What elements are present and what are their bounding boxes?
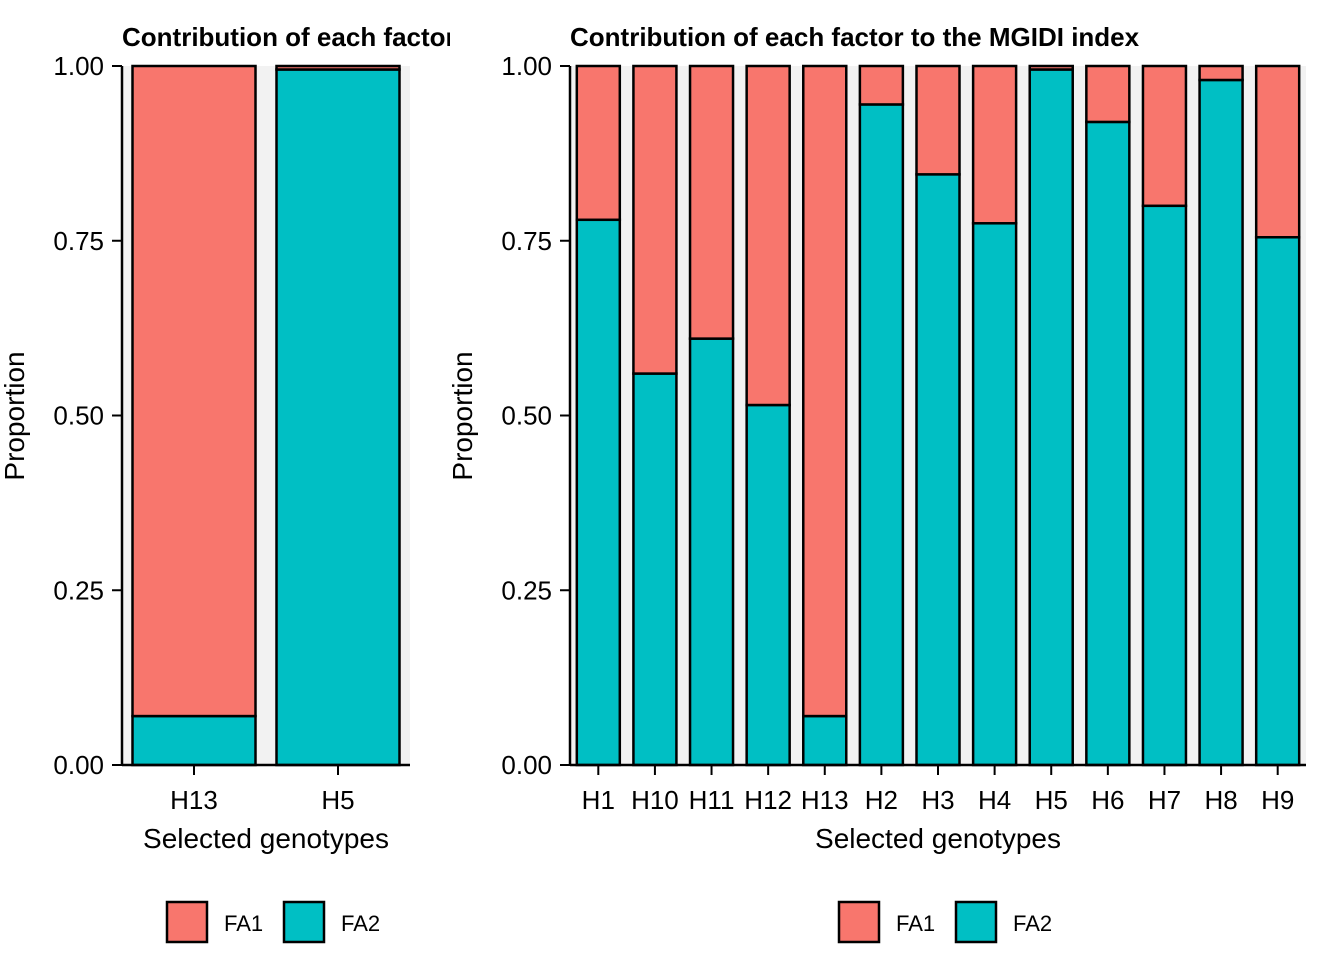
- y-tick-label: 0.50: [501, 401, 552, 431]
- x-tick-label-h7: H7: [1148, 785, 1181, 815]
- legend-fa2-label: FA2: [1013, 911, 1052, 936]
- bar-h7-fa1: [1141, 64, 1188, 208]
- bar-h5-fa1: [275, 64, 401, 71]
- bar-h2-fa2: [858, 103, 905, 767]
- x-tick-label-h8: H8: [1204, 785, 1237, 815]
- x-tick-label-h3: H3: [921, 785, 954, 815]
- y-tick-label: 0.25: [53, 575, 104, 605]
- x-tick-label-h9: H9: [1261, 785, 1294, 815]
- bar-h8-fa2: [1198, 78, 1244, 767]
- chart-left-x-axis-label: Selected genotypes: [143, 823, 389, 854]
- x-tick-label-h6: H6: [1091, 785, 1124, 815]
- bar-h13-fa1: [131, 64, 257, 718]
- bar-h5-fa2: [275, 68, 401, 767]
- y-tick-label: 0.50: [53, 401, 104, 431]
- y-tick-label: 0.75: [53, 226, 104, 256]
- bar-h1-fa2: [575, 218, 622, 767]
- chart-right-x-axis-label: Selected genotypes: [815, 823, 1061, 854]
- bar-h2-fa1: [858, 64, 905, 106]
- legend-fa2-swatch: [282, 900, 326, 944]
- bar-h1-fa1: [575, 64, 622, 222]
- bar-h13-fa1: [802, 64, 848, 718]
- x-tick-label-h5: H5: [1035, 785, 1068, 815]
- legend-fa1-swatch: [165, 900, 209, 944]
- x-tick-label-h13: H13: [801, 785, 849, 815]
- bar-h11-fa1: [688, 64, 735, 340]
- chart-right: Contribution of each factor to the MGIDI…: [447, 22, 1306, 944]
- bar-h9-fa1: [1254, 64, 1301, 239]
- y-tick-label: 0.00: [501, 750, 552, 780]
- x-tick-label-h1: H1: [582, 785, 615, 815]
- bar-h3-fa1: [915, 64, 961, 176]
- x-tick-label-h11: H11: [689, 785, 735, 815]
- bar-h13-fa2: [131, 714, 257, 767]
- legend-fa2-label: FA2: [341, 911, 380, 936]
- legend-fa1-label: FA1: [224, 911, 263, 936]
- x-tick-label-h4: H4: [978, 785, 1011, 815]
- bar-h3-fa2: [915, 173, 961, 767]
- x-tick-label-h10: H10: [631, 785, 679, 815]
- bar-h8-fa1: [1198, 64, 1244, 82]
- bar-h6-fa1: [1085, 64, 1131, 124]
- bar-h5-fa2: [1028, 68, 1074, 767]
- x-tick-label-h2: H2: [865, 785, 898, 815]
- chart-right-title: Contribution of each factor to the MGIDI…: [570, 22, 1140, 52]
- x-tick-label-h12: H12: [744, 785, 792, 815]
- y-tick-label: 0.75: [501, 226, 552, 256]
- bar-h12-fa1: [745, 64, 791, 407]
- chart-left-y-axis-label: Proportion: [0, 351, 30, 480]
- chart-left: Contribution of each factor to the MGIDI…: [0, 22, 692, 944]
- bar-h11-fa2: [688, 337, 735, 767]
- bar-h10-fa1: [632, 64, 678, 375]
- bar-h4-fa2: [971, 222, 1018, 767]
- y-tick-label: 0.25: [501, 575, 552, 605]
- bar-h5-fa1: [1028, 64, 1074, 71]
- legend-fa1-swatch: [837, 900, 881, 944]
- bar-h10-fa2: [632, 372, 678, 767]
- y-tick-label: 0.00: [53, 750, 104, 780]
- bar-h12-fa2: [745, 403, 791, 767]
- legend-fa1-label: FA1: [896, 911, 935, 936]
- bar-h4-fa1: [971, 64, 1018, 225]
- x-tick-label-h5: H5: [321, 785, 354, 815]
- chart-left-title: Contribution of each factor to the MGIDI…: [122, 22, 692, 52]
- bar-h9-fa2: [1254, 236, 1301, 767]
- bar-h6-fa2: [1085, 120, 1131, 767]
- bar-h13-fa2: [802, 714, 848, 767]
- y-tick-label: 1.00: [53, 51, 104, 81]
- x-tick-label-h13: H13: [170, 785, 218, 815]
- chart-right-legend: FA1 FA2: [837, 900, 1052, 944]
- legend-fa2-swatch: [954, 900, 998, 944]
- chart-left-legend: FA1 FA2: [165, 900, 380, 944]
- chart-right-y-axis-label: Proportion: [447, 351, 478, 480]
- bar-h7-fa2: [1141, 204, 1188, 767]
- y-tick-label: 1.00: [501, 51, 552, 81]
